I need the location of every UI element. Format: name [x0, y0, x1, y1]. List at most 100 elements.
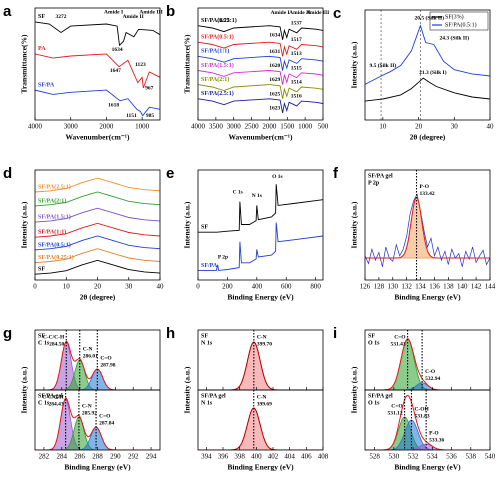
region-label: C 1s [38, 340, 50, 346]
peak-component [365, 338, 490, 390]
series-line [35, 259, 160, 275]
annotation: 1123 [135, 62, 146, 68]
peak-name: C=O [394, 334, 406, 340]
series-line [198, 84, 323, 99]
x-tick-label: 134 [415, 283, 426, 291]
x-tick-label: 538 [466, 453, 477, 461]
annotation: 967 [145, 85, 154, 91]
series-label: SF/PA(1:1) [201, 48, 229, 55]
x-tick-label: 30 [451, 123, 459, 131]
annotation: 1517 [291, 37, 302, 43]
peak-name: C=O [391, 403, 403, 409]
x-tick-label: 600 [281, 283, 292, 291]
plot-area [198, 184, 323, 271]
series-label: SF/PA(2.5:1) [201, 90, 234, 97]
x-tick-label: 396 [218, 453, 229, 461]
plot-area [35, 177, 160, 275]
annotation: 24.3 (Silk II) [440, 35, 470, 42]
annotation: 1620 [269, 63, 280, 69]
series-line [198, 41, 323, 57]
peak-center-label: 531.83 [414, 413, 429, 419]
peak-name: C-N [83, 346, 93, 352]
annotation: Amide III [139, 9, 162, 15]
x-tick-label: 136 [429, 283, 440, 291]
peak-center-label: 399.70 [257, 341, 272, 347]
annotation: 1618 [108, 102, 119, 108]
x-tick-label: 138 [443, 283, 454, 291]
series-line [198, 25, 323, 40]
x-tick-label: 132 [401, 283, 412, 291]
annotation: 1634 [269, 32, 280, 38]
annotation: Amide I [104, 9, 123, 15]
annotation: 3272 [219, 18, 230, 24]
peak-component [365, 197, 490, 259]
fit-envelope [365, 197, 490, 259]
series-line [35, 222, 160, 238]
x-tick-label: 2000 [99, 123, 114, 131]
peak-name: C-O [425, 369, 436, 375]
series-label: PA [38, 46, 46, 52]
peak-center-label: 531.12 [387, 410, 402, 416]
frame [197, 169, 324, 281]
series-line [35, 191, 160, 207]
plot-area [35, 21, 160, 117]
annotation: 1623 [269, 105, 280, 111]
peak-name: C-N [257, 394, 267, 400]
x-tick-label: 1000 [135, 123, 150, 131]
region-label: N 1s [201, 340, 213, 346]
peak-name: C=O [100, 355, 112, 361]
series-line [35, 177, 160, 193]
region-label: P 2p [368, 180, 380, 186]
x-tick-label: 144 [485, 283, 496, 291]
series-line [35, 89, 160, 117]
peak-center-label: 285.92 [82, 410, 97, 416]
x-axis-label: 2θ (degree) [80, 293, 116, 302]
peak-component [365, 382, 490, 390]
x-tick-label: 10 [379, 123, 387, 131]
x-axis-label: Wavenumber(cm⁻¹) [228, 133, 293, 142]
x-tick-label: 0 [33, 283, 37, 291]
x-tick-label: 3500 [209, 123, 224, 131]
x-tick-label: 0 [196, 283, 200, 291]
y-axis-label: Transmittance(%) [183, 34, 192, 94]
x-tick-label: 408 [318, 453, 329, 461]
x-tick-label: 10 [63, 283, 71, 291]
series-label: SF/PA(2.5:1) [38, 183, 71, 190]
x-axis-label: Binding Energy (eV) [227, 293, 294, 302]
frame [364, 9, 491, 121]
panel-label: h [166, 325, 175, 342]
series-label: SF/PA(1.5:1) [201, 62, 234, 69]
sample-label: SF/PA gel [368, 173, 393, 179]
series-line [198, 55, 323, 71]
series-label: SF/PA(0.5:1) [201, 34, 234, 41]
x-tick-label: 500 [318, 123, 329, 131]
annotation: 985 [146, 113, 155, 119]
series-line [35, 248, 160, 264]
plot-area [198, 390, 323, 450]
region-label: O 1s [368, 340, 380, 346]
annotation: 1514 [291, 80, 302, 86]
x-tick-label: 290 [110, 453, 121, 461]
legend-label: SF/PA(0.5:1) [445, 21, 477, 28]
panel-label: f [333, 165, 339, 182]
sample-label: SF/PA gel [38, 393, 63, 399]
x-tick-label: 404 [284, 453, 295, 461]
x-tick-label: 400 [251, 453, 262, 461]
annotation: 1151 [126, 113, 137, 119]
annotation: Amide II [289, 10, 310, 16]
plot-area [35, 390, 160, 450]
plot-area [35, 330, 160, 390]
annotation: 1537 [291, 21, 302, 27]
peak-center-label: 133.42 [420, 191, 435, 197]
series-label: SF/PA(2:1) [201, 76, 229, 83]
series-line [365, 77, 490, 102]
y-axis-label: Intensity (a.u.) [20, 366, 29, 413]
x-axis-label: Binding Energy (eV) [64, 463, 131, 472]
x-tick-label: 534 [427, 453, 438, 461]
annotation: P 2p [218, 254, 228, 260]
peak-center-label: 287.84 [99, 420, 114, 426]
x-tick-label: 406 [301, 453, 312, 461]
peak-name: C-N [82, 403, 92, 409]
series-label: SF/PA(0.25:1) [38, 254, 74, 261]
x-tick-label: 292 [128, 453, 139, 461]
